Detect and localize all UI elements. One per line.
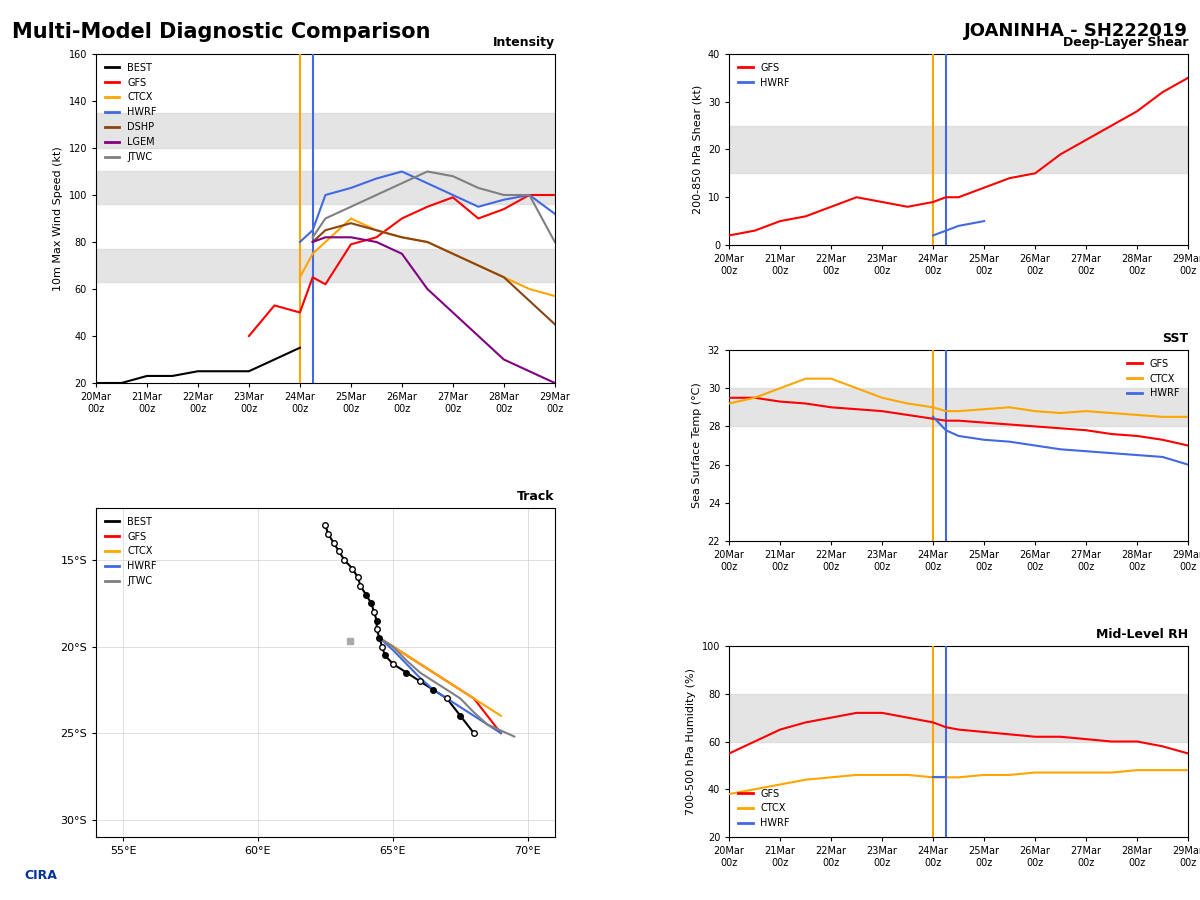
Legend: GFS, CTCX, HWRF: GFS, CTCX, HWRF [734,785,793,832]
Text: Track: Track [517,490,554,503]
Text: CIRA: CIRA [24,869,56,882]
Bar [730,388,1188,427]
Bar [730,694,1188,742]
Legend: GFS, CTCX, HWRF: GFS, CTCX, HWRF [1123,355,1183,402]
Text: Intensity: Intensity [493,36,554,49]
Bar [96,249,554,282]
Text: Deep-Layer Shear: Deep-Layer Shear [1062,36,1188,49]
Bar [96,172,554,204]
Bar [730,126,1188,174]
Legend: BEST, GFS, CTCX, HWRF, JTWC: BEST, GFS, CTCX, HWRF, JTWC [101,513,161,590]
Y-axis label: 700-500 hPa Humidity (%): 700-500 hPa Humidity (%) [686,668,696,815]
Bar [96,112,554,148]
Legend: GFS, HWRF: GFS, HWRF [734,58,793,92]
Text: SST: SST [1162,332,1188,345]
Text: JOANINHA - SH222019: JOANINHA - SH222019 [964,22,1188,40]
Text: Mid-Level RH: Mid-Level RH [1096,627,1188,641]
Y-axis label: Sea Surface Temp (°C): Sea Surface Temp (°C) [692,382,702,508]
Y-axis label: 10m Max Wind Speed (kt): 10m Max Wind Speed (kt) [53,146,62,291]
Legend: BEST, GFS, CTCX, HWRF, DSHP, LGEM, JTWC: BEST, GFS, CTCX, HWRF, DSHP, LGEM, JTWC [101,58,161,166]
Text: Multi-Model Diagnostic Comparison: Multi-Model Diagnostic Comparison [12,22,431,42]
Y-axis label: 200-850 hPa Shear (kt): 200-850 hPa Shear (kt) [692,85,702,214]
